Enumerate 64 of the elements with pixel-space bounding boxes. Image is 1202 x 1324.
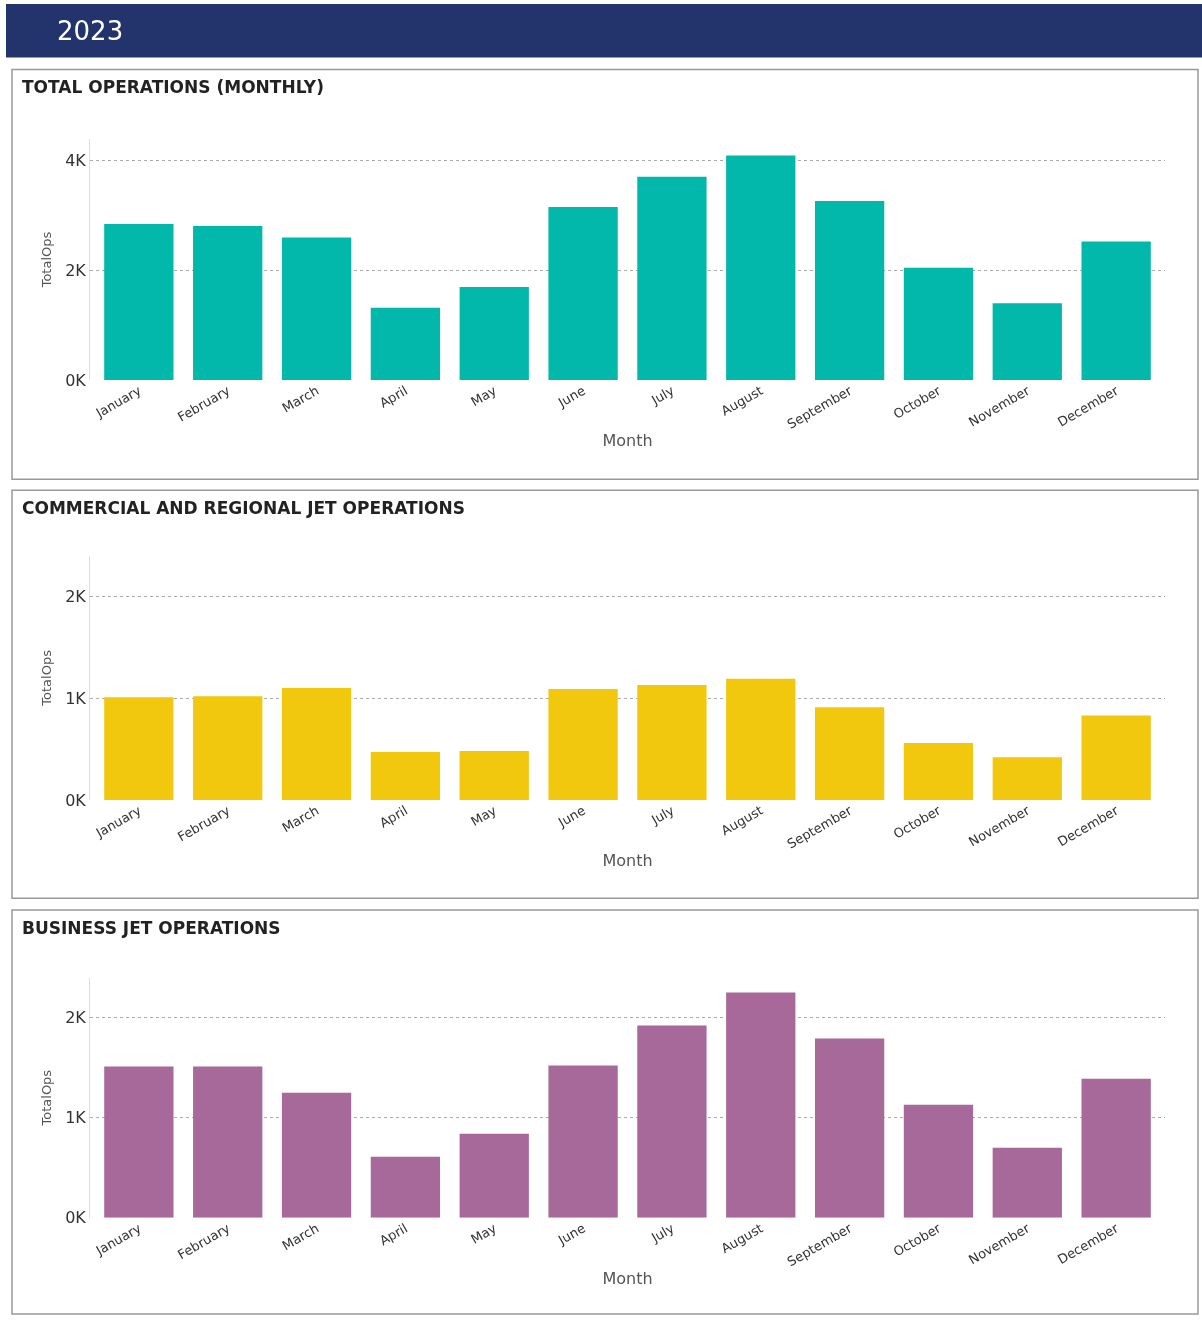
y-axis-title: TotalOps <box>39 1069 55 1127</box>
bar <box>637 1025 707 1218</box>
bar <box>637 176 707 381</box>
y-tick-label: 0K <box>65 790 87 810</box>
bar <box>548 206 618 381</box>
bar <box>193 1066 263 1218</box>
y-axis-title: TotalOps <box>39 231 55 289</box>
bar <box>459 751 529 800</box>
bar <box>370 307 441 381</box>
text: 2023 <box>57 16 124 46</box>
x-tick-label: July <box>648 802 677 828</box>
y-tick-label: 2K <box>65 1008 87 1028</box>
bar <box>1081 1078 1151 1218</box>
y-tick-label: 0K <box>65 370 87 390</box>
bar <box>104 223 174 381</box>
bar <box>104 1066 174 1218</box>
bar <box>281 237 352 381</box>
y-tick-label: 4K <box>65 151 87 171</box>
bar <box>814 200 885 381</box>
x-tick-label: July <box>648 1220 677 1246</box>
x-tick-label: May <box>468 1220 500 1247</box>
y-axis-title: TotalOps <box>39 649 55 707</box>
bar <box>726 992 796 1218</box>
bar <box>814 1038 885 1218</box>
bar <box>459 1133 529 1218</box>
bar <box>548 1065 618 1218</box>
bar <box>104 697 174 800</box>
bar <box>637 684 707 800</box>
bar <box>193 696 263 800</box>
y-tick-label: 2K <box>65 261 87 281</box>
bar <box>814 707 885 800</box>
bar <box>903 267 974 381</box>
bar <box>281 1092 352 1218</box>
x-axis-title: Month <box>602 851 653 871</box>
x-tick-label: May <box>468 382 500 410</box>
x-tick-label: June <box>554 802 588 831</box>
bar <box>193 226 263 381</box>
bar <box>281 688 352 800</box>
bar <box>1081 241 1151 381</box>
y-tick-label: 2K <box>65 587 87 607</box>
bar <box>726 678 796 800</box>
bar <box>903 742 974 800</box>
x-tick-label: July <box>648 382 677 409</box>
bar <box>459 286 529 381</box>
bar <box>903 1104 974 1218</box>
x-axis-title: Month <box>602 431 653 451</box>
y-tick-label: 1K <box>65 1108 87 1128</box>
x-axis-title: Month <box>602 1269 653 1289</box>
x-tick-label: June <box>554 1220 588 1249</box>
bar <box>726 155 796 381</box>
x-tick-label: June <box>554 382 588 411</box>
y-tick-label: 0K <box>65 1208 87 1228</box>
y-tick-label: 1K <box>65 688 87 708</box>
chart-title: TOTAL OPERATIONS (MONTHLY) <box>22 77 324 97</box>
x-tick-label: May <box>468 802 500 830</box>
bar <box>992 303 1062 381</box>
bar <box>548 689 618 800</box>
bar <box>992 1147 1062 1218</box>
chart-title: BUSINESS JET OPERATIONS <box>22 918 281 938</box>
bar <box>1081 715 1151 800</box>
chart-title: COMMERCIAL AND REGIONAL JET OPERATIONS <box>22 498 465 518</box>
bar <box>370 1156 441 1218</box>
bar <box>370 752 441 800</box>
bar <box>992 757 1062 800</box>
